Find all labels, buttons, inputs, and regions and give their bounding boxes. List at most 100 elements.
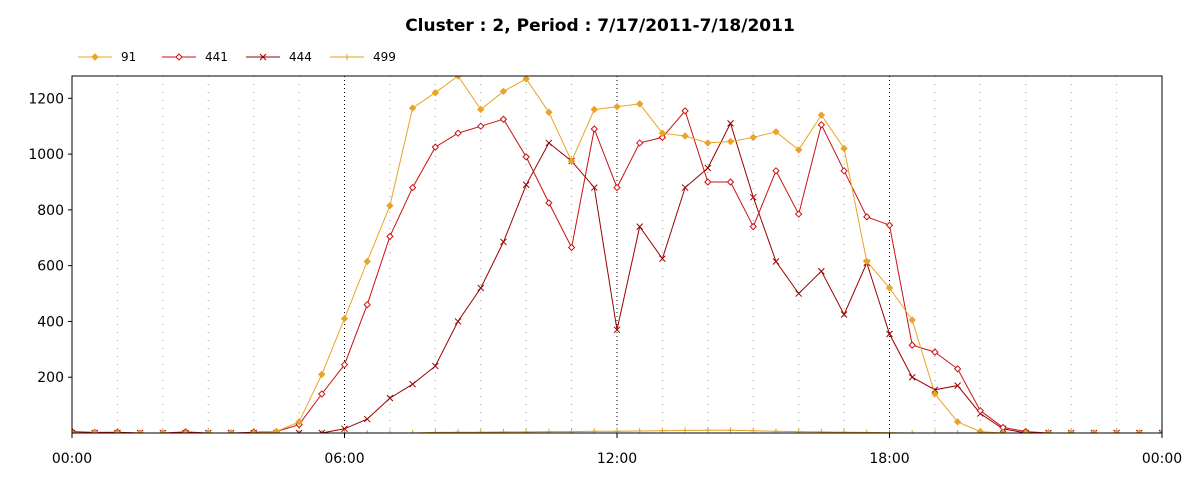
data-point <box>726 178 735 186</box>
data-point <box>885 284 894 292</box>
legend-marker <box>344 54 350 60</box>
data-point <box>749 133 757 142</box>
data-point <box>704 427 711 433</box>
data-point <box>500 428 507 433</box>
series-line <box>72 76 1162 433</box>
data-point <box>431 143 440 151</box>
data-point <box>364 430 371 433</box>
data-point <box>477 429 484 433</box>
data-point <box>840 311 848 318</box>
data-point <box>817 121 826 129</box>
data-point <box>477 105 485 114</box>
data-point <box>704 139 712 147</box>
data-point <box>953 365 962 373</box>
y-tick-label: 200 <box>37 370 64 386</box>
data-point <box>545 199 553 207</box>
data-point <box>591 428 598 433</box>
data-point <box>818 267 825 275</box>
data-point <box>454 76 462 80</box>
data-point <box>1135 429 1143 433</box>
data-point <box>1158 429 1162 433</box>
data-point <box>363 415 371 423</box>
data-point <box>386 232 394 241</box>
data-point <box>522 181 530 189</box>
data-point <box>568 428 575 433</box>
data-point <box>545 139 553 147</box>
data-point <box>590 184 598 191</box>
x-tick-label: 18:00 <box>869 451 909 467</box>
data-point <box>953 418 962 426</box>
data-point <box>681 107 689 115</box>
data-point <box>295 418 303 426</box>
data-point <box>249 429 258 433</box>
legend-item: 441 <box>162 50 228 64</box>
data-point <box>772 167 780 175</box>
x-tick-label: 00:00 <box>1142 451 1182 467</box>
data-point <box>682 427 689 433</box>
y-tick-label: 1200 <box>28 91 64 107</box>
data-point <box>1044 429 1053 433</box>
data-point <box>772 258 780 265</box>
data-point <box>726 137 735 146</box>
data-point <box>181 429 190 433</box>
data-point <box>432 429 439 433</box>
data-point <box>681 132 689 140</box>
data-point <box>454 318 462 325</box>
data-point <box>136 429 144 433</box>
series-line <box>72 122 1162 433</box>
legend-item: 91 <box>78 50 136 64</box>
data-point <box>318 429 326 433</box>
data-point <box>1112 429 1121 433</box>
data-point <box>954 430 961 433</box>
data-point <box>454 129 462 137</box>
data-point <box>567 157 576 165</box>
data-point <box>931 390 939 398</box>
data-point <box>794 210 803 218</box>
legend-label: 444 <box>289 50 312 64</box>
y-tick-label: 400 <box>37 314 64 330</box>
data-point <box>613 326 621 334</box>
plot-frame <box>71 75 1163 434</box>
data-point <box>817 111 826 119</box>
data-point <box>704 178 712 186</box>
data-point <box>272 427 281 433</box>
data-point <box>408 104 417 112</box>
data-point <box>455 429 462 433</box>
data-point <box>318 390 326 398</box>
data-point <box>1067 429 1075 433</box>
data-point <box>863 213 871 221</box>
grid <box>116 76 1118 433</box>
x-tick-label: 00:00 <box>52 451 92 467</box>
data-point <box>704 164 712 172</box>
data-point <box>1022 429 1030 433</box>
data-point <box>727 120 734 127</box>
data-point <box>1067 429 1075 433</box>
data-point <box>794 146 803 154</box>
data-point <box>976 427 985 433</box>
data-point <box>636 100 644 108</box>
data-point <box>590 105 598 114</box>
legend-item: 499 <box>330 50 396 64</box>
data-point <box>341 425 348 433</box>
data-point <box>386 394 394 402</box>
data-point <box>159 429 167 433</box>
data-point <box>431 362 439 370</box>
data-point <box>409 380 416 388</box>
legend-marker <box>175 53 183 61</box>
data-point <box>1090 429 1098 433</box>
data-point <box>613 102 621 111</box>
data-point <box>908 373 916 381</box>
data-point <box>636 223 644 230</box>
data-point <box>340 360 349 369</box>
data-point <box>318 430 325 433</box>
data-point <box>1113 429 1120 433</box>
data-point <box>863 429 870 433</box>
data-point <box>408 183 417 192</box>
data-point <box>999 429 1007 433</box>
data-point <box>840 144 848 153</box>
data-point <box>363 300 371 309</box>
data-point <box>772 428 779 433</box>
data-point <box>296 430 303 433</box>
legend-label: 91 <box>121 50 136 64</box>
